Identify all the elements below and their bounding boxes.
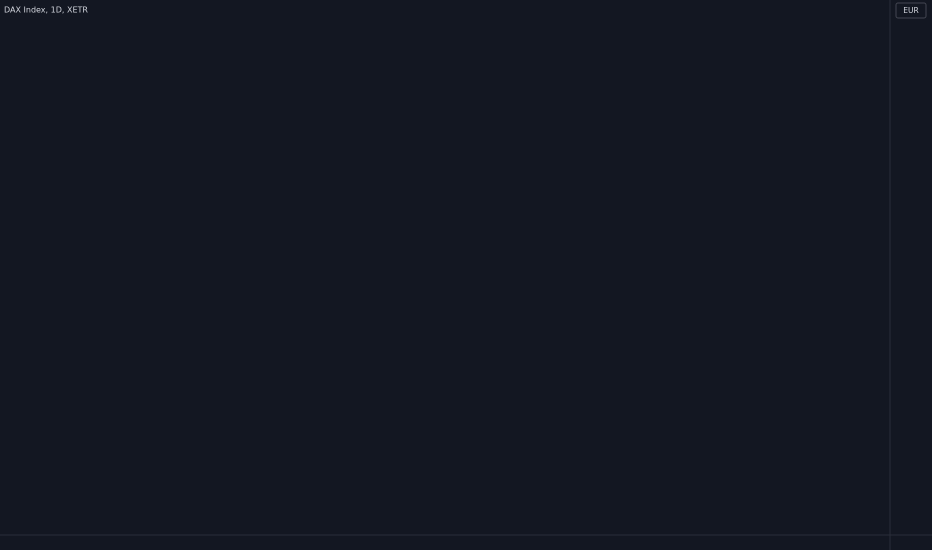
currency[interactable]: EUR <box>903 6 918 15</box>
chart-title: DAX Index, 1D, XETR <box>4 6 88 15</box>
currency-box[interactable] <box>895 2 927 19</box>
